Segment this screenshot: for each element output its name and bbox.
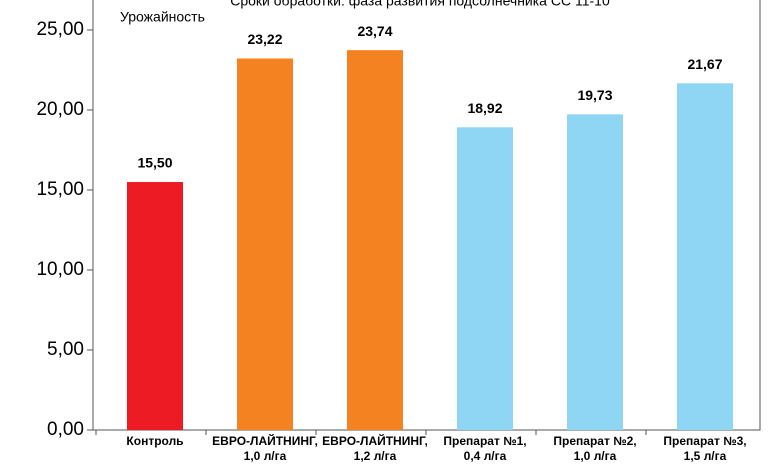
x-tick-label: 1,0 л/га <box>574 449 617 463</box>
y-tick-label: 10,00 <box>36 259 84 280</box>
x-tick-label: ЕВРО-ЛАЙТНИНГ, <box>322 433 428 448</box>
y-axis-label: Урожайность <box>120 9 205 25</box>
y-tick-label: 5,00 <box>47 339 84 360</box>
value-label: 18,92 <box>467 100 502 116</box>
y-tick-label: 15,00 <box>36 179 84 200</box>
bar <box>677 83 733 430</box>
bar <box>347 50 403 430</box>
value-label: 23,74 <box>357 23 392 39</box>
y-tick-label: 20,00 <box>36 99 84 120</box>
x-tick-label: 1,5 л/га <box>684 449 727 463</box>
x-tick-label: 0,4 л/га <box>464 449 507 463</box>
x-tick-label: 1,2 л/га <box>354 449 397 463</box>
plot-frame <box>92 0 761 431</box>
y-tick-label: 25,00 <box>36 19 84 40</box>
x-tick-label: Препарат №1, <box>443 434 526 448</box>
bar <box>567 114 623 430</box>
bar <box>457 127 513 430</box>
x-tick-label: Препарат №2, <box>553 434 636 448</box>
bar <box>127 182 183 430</box>
x-tick-label: 1,0 л/га <box>244 449 287 463</box>
x-tick-label: Контроль <box>126 434 183 448</box>
x-tick-label: Препарат №3, <box>663 434 746 448</box>
value-label: 15,50 <box>137 155 172 171</box>
value-label: 21,67 <box>687 56 722 72</box>
x-tick-label: ЕВРО-ЛАЙТНИНГ, <box>212 433 318 448</box>
chart-title: Сроки обработки: фаза развития подсолнеч… <box>230 0 610 9</box>
y-tick-label: 0,00 <box>47 419 84 440</box>
bar <box>237 58 293 430</box>
value-label: 23,22 <box>247 31 282 47</box>
value-label: 19,73 <box>577 87 612 103</box>
